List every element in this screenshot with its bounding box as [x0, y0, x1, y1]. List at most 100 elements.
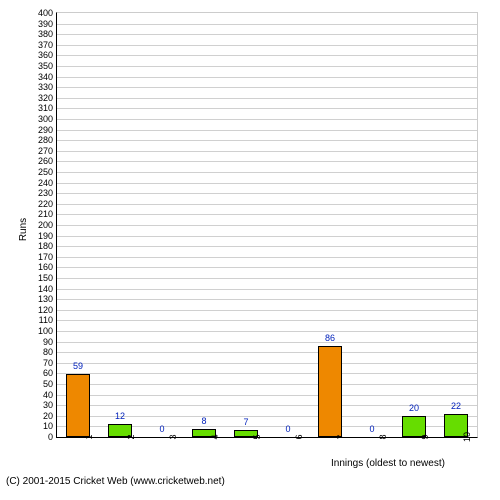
gridline [57, 331, 477, 332]
ytick-label: 70 [43, 358, 57, 368]
ytick-label: 370 [38, 40, 57, 50]
gridline [57, 236, 477, 237]
gridline [57, 342, 477, 343]
gridline [57, 34, 477, 35]
ytick-label: 300 [38, 114, 57, 124]
ytick-label: 360 [38, 50, 57, 60]
gridline [57, 310, 477, 311]
ytick-label: 290 [38, 125, 57, 135]
ytick-label: 30 [43, 400, 57, 410]
gridline [57, 204, 477, 205]
bar [318, 346, 341, 437]
xtick-label: 1 [78, 434, 94, 439]
gridline [57, 246, 477, 247]
ytick-label: 60 [43, 368, 57, 378]
gridline [57, 55, 477, 56]
gridline [57, 98, 477, 99]
gridline [57, 225, 477, 226]
gridline [57, 87, 477, 88]
ytick-label: 350 [38, 61, 57, 71]
gridline [57, 193, 477, 194]
ytick-label: 120 [38, 305, 57, 315]
bar-value-label: 12 [115, 411, 125, 421]
ytick-label: 20 [43, 411, 57, 421]
gridline [57, 172, 477, 173]
bar [66, 374, 89, 437]
gridline [57, 119, 477, 120]
gridline [57, 214, 477, 215]
ytick-label: 230 [38, 188, 57, 198]
ytick-label: 240 [38, 178, 57, 188]
ytick-label: 50 [43, 379, 57, 389]
ytick-label: 170 [38, 252, 57, 262]
ytick-label: 210 [38, 209, 57, 219]
ytick-label: 400 [38, 8, 57, 18]
ytick-label: 390 [38, 19, 57, 29]
ytick-label: 220 [38, 199, 57, 209]
ytick-label: 270 [38, 146, 57, 156]
ytick-label: 380 [38, 29, 57, 39]
bar-value-label: 22 [451, 401, 461, 411]
ytick-label: 310 [38, 103, 57, 113]
gridline [57, 289, 477, 290]
xtick-label: 5 [246, 434, 262, 439]
xtick-label: 4 [204, 434, 220, 439]
ytick-label: 100 [38, 326, 57, 336]
ytick-label: 250 [38, 167, 57, 177]
gridline [57, 130, 477, 131]
chart-container: 0102030405060708090100110120130140150160… [0, 0, 500, 500]
x-axis-label: Innings (oldest to newest) [331, 458, 445, 469]
plot-area: 0102030405060708090100110120130140150160… [56, 12, 478, 438]
gridline [57, 267, 477, 268]
xtick-label: 6 [288, 434, 304, 439]
xtick-label: 7 [330, 434, 346, 439]
bar-value-label: 0 [369, 424, 374, 434]
ytick-label: 340 [38, 72, 57, 82]
gridline [57, 77, 477, 78]
gridline [57, 108, 477, 109]
gridline [57, 384, 477, 385]
gridline [57, 278, 477, 279]
gridline [57, 183, 477, 184]
gridline [57, 257, 477, 258]
ytick-label: 190 [38, 231, 57, 241]
copyright-footer: (C) 2001-2015 Cricket Web (www.cricketwe… [6, 476, 225, 487]
gridline [57, 161, 477, 162]
ytick-label: 200 [38, 220, 57, 230]
ytick-label: 180 [38, 241, 57, 251]
ytick-label: 260 [38, 156, 57, 166]
ytick-label: 0 [48, 432, 57, 442]
gridline [57, 395, 477, 396]
ytick-label: 90 [43, 337, 57, 347]
xtick-label: 10 [456, 432, 472, 442]
bar-value-label: 20 [409, 403, 419, 413]
bar-value-label: 8 [201, 416, 206, 426]
gridline [57, 151, 477, 152]
xtick-label: 3 [162, 434, 178, 439]
xtick-label: 8 [372, 434, 388, 439]
ytick-label: 150 [38, 273, 57, 283]
gridline [57, 320, 477, 321]
gridline [57, 299, 477, 300]
ytick-label: 10 [43, 421, 57, 431]
bar-value-label: 0 [159, 424, 164, 434]
gridline [57, 373, 477, 374]
bar-value-label: 0 [285, 424, 290, 434]
ytick-label: 330 [38, 82, 57, 92]
bar-value-label: 86 [325, 333, 335, 343]
ytick-label: 80 [43, 347, 57, 357]
gridline [57, 352, 477, 353]
y-axis-label: Runs [18, 218, 29, 241]
ytick-label: 40 [43, 390, 57, 400]
gridline [57, 363, 477, 364]
ytick-label: 140 [38, 284, 57, 294]
ytick-label: 280 [38, 135, 57, 145]
ytick-label: 320 [38, 93, 57, 103]
gridline [57, 24, 477, 25]
ytick-label: 110 [39, 315, 57, 325]
xtick-label: 2 [120, 434, 136, 439]
bar-value-label: 59 [73, 361, 83, 371]
gridline [57, 45, 477, 46]
ytick-label: 130 [38, 294, 57, 304]
bar-value-label: 7 [243, 417, 248, 427]
